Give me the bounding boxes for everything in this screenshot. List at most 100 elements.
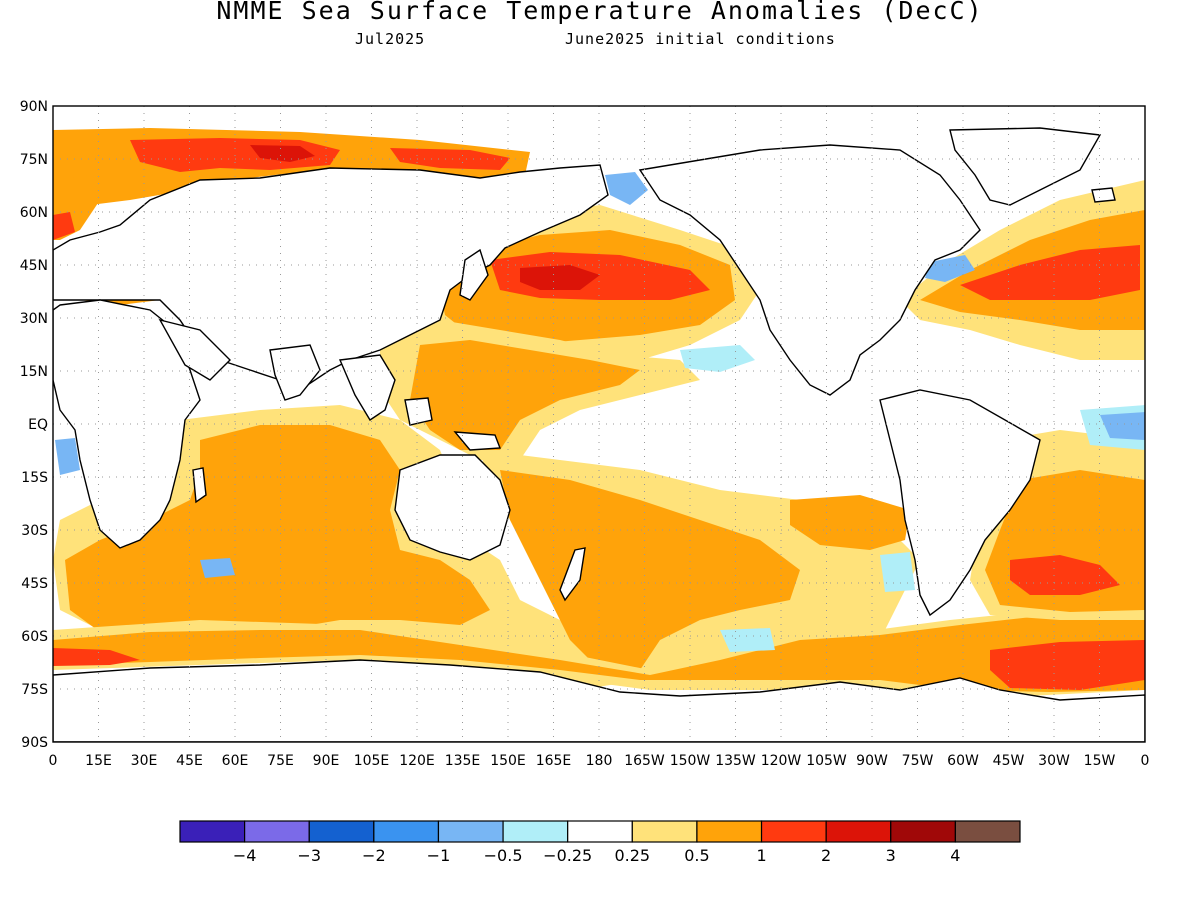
latitude-label: 15N [20, 364, 48, 380]
latitude-label: 90N [20, 99, 48, 115]
colorbar [179, 820, 1021, 843]
longitude-label: 165W [624, 753, 665, 769]
latitude-label: 60S [21, 629, 48, 645]
colorbar-swatch [373, 820, 440, 843]
north-atlantic-strong [960, 245, 1140, 300]
longitude-label: 75W [902, 753, 934, 769]
land-arabia [158, 318, 231, 381]
gulf-of-guinea-cool-2 [1100, 412, 1145, 440]
west-africa-cool [55, 438, 80, 475]
latitude-label: 45S [21, 576, 48, 592]
indian-south-cool [200, 558, 235, 578]
land-southeast-asia [338, 354, 396, 421]
map-title: NMME Sea Surface Temperature Anomalies (… [216, 0, 984, 25]
land-south-america [879, 389, 1041, 617]
latitude-label: 75S [21, 682, 48, 698]
map-gridlines [53, 106, 1145, 742]
colorbar-labels: −4 −3 −2 −1 −0.5 −0.25 0.25 0.5 1 2 3 4 [233, 846, 961, 865]
land-north-america [638, 144, 981, 396]
longitude-label: 0 [49, 753, 58, 769]
longitude-label: 165E [536, 753, 572, 769]
longitude-label: 45W [993, 753, 1025, 769]
latitude-label: 30S [21, 523, 48, 539]
latitude-label: 30N [20, 311, 48, 327]
longitude-label: 30E [131, 753, 158, 769]
colorbar-label: 0.5 [684, 846, 709, 865]
longitude-label: 45E [176, 753, 203, 769]
land-japan [459, 248, 489, 301]
southern-ocean-moderate [53, 612, 1145, 692]
southern-ocean-strong-east [990, 640, 1145, 690]
longitude-label: 90W [856, 753, 888, 769]
colorbar-swatch [502, 820, 569, 843]
longitude-label: 180 [586, 753, 613, 769]
longitude-label: 15E [85, 753, 112, 769]
map-frame [52, 105, 1146, 743]
colorbar-label: −4 [233, 846, 257, 865]
colorbar-swatch [437, 820, 504, 843]
longitude-label: 0 [1141, 753, 1150, 769]
longitude-label: 60E [222, 753, 249, 769]
colorbar-label: −1 [427, 846, 451, 865]
arctic-very-warm [250, 145, 315, 162]
longitude-label: 135W [715, 753, 756, 769]
colorbar-label: −0.25 [543, 846, 592, 865]
colorbar-swatch [308, 820, 375, 843]
forecast-month: Jul2025 [355, 30, 426, 48]
colorbar-label: 0.25 [614, 846, 650, 865]
latitude-label: 90S [21, 735, 48, 751]
latitude-label: EQ [28, 417, 48, 433]
colorbar-label: 3 [886, 846, 896, 865]
land-australia [394, 454, 511, 561]
colorbar-label: 2 [821, 846, 831, 865]
initial-conditions: June2025 initial conditions [565, 30, 836, 48]
longitude-label: 150W [670, 753, 711, 769]
longitude-label: 60W [947, 753, 979, 769]
colorbar-swatch [760, 820, 827, 843]
longitude-label: 15W [1084, 753, 1116, 769]
longitude-label: 120E [399, 753, 435, 769]
southern-ocean-strong-west [53, 648, 140, 666]
south-pacific-moderate [500, 470, 800, 670]
gulf-stream-cool [925, 255, 975, 282]
colorbar-swatch [825, 820, 892, 843]
north-pacific-very-strong [520, 265, 600, 290]
colorbar-swatch [567, 820, 633, 843]
longitude-label: 75E [267, 753, 294, 769]
colorbar-label: −0.5 [484, 846, 523, 865]
norwegian-sea-strong [53, 212, 75, 240]
arctic-strong-warm-2 [390, 148, 510, 170]
land-greenland [949, 127, 1102, 206]
indian-ocean-moderate [65, 425, 490, 640]
land-new-guinea [453, 431, 501, 451]
colorbar-label: −2 [362, 846, 386, 865]
land-iceland [1091, 187, 1116, 203]
south-pacific-cool [720, 628, 775, 652]
colorbar-label: 4 [950, 846, 960, 865]
latitude-label: 75N [20, 152, 48, 168]
colorbar-swatch [244, 820, 310, 843]
longitude-label: 135E [445, 753, 481, 769]
bering-strait-cool [605, 172, 648, 205]
southeast-pacific-moderate [790, 495, 910, 550]
south-atlantic-strong [1010, 555, 1120, 595]
land-new-zealand [559, 547, 586, 602]
land-borneo [404, 397, 433, 426]
land-madagascar [192, 467, 207, 504]
latitude-label: 60N [20, 205, 48, 221]
longitude-label: 150E [490, 753, 526, 769]
longitude-label: 90E [313, 753, 340, 769]
latitude-label: 45N [20, 258, 48, 274]
latitude-labels: 90N 75N 60N 45N 30N 15N EQ 15S 30S 45S 60S 75S 90S [20, 99, 48, 751]
colorbar-swatch [696, 820, 763, 843]
longitude-label: 105E [354, 753, 390, 769]
east-pacific-cool [680, 345, 755, 372]
land-india [269, 344, 321, 401]
colorbar-label: −3 [297, 846, 321, 865]
longitude-labels: 0 15E 30E 45E 60E 75E 90E 105E 120E 135E 150E 165E 1… [49, 753, 1150, 769]
colorbar-swatch [631, 820, 698, 843]
longitude-label: 30W [1038, 753, 1070, 769]
latitude-label: 15S [21, 470, 48, 486]
peru-cool [880, 552, 915, 592]
